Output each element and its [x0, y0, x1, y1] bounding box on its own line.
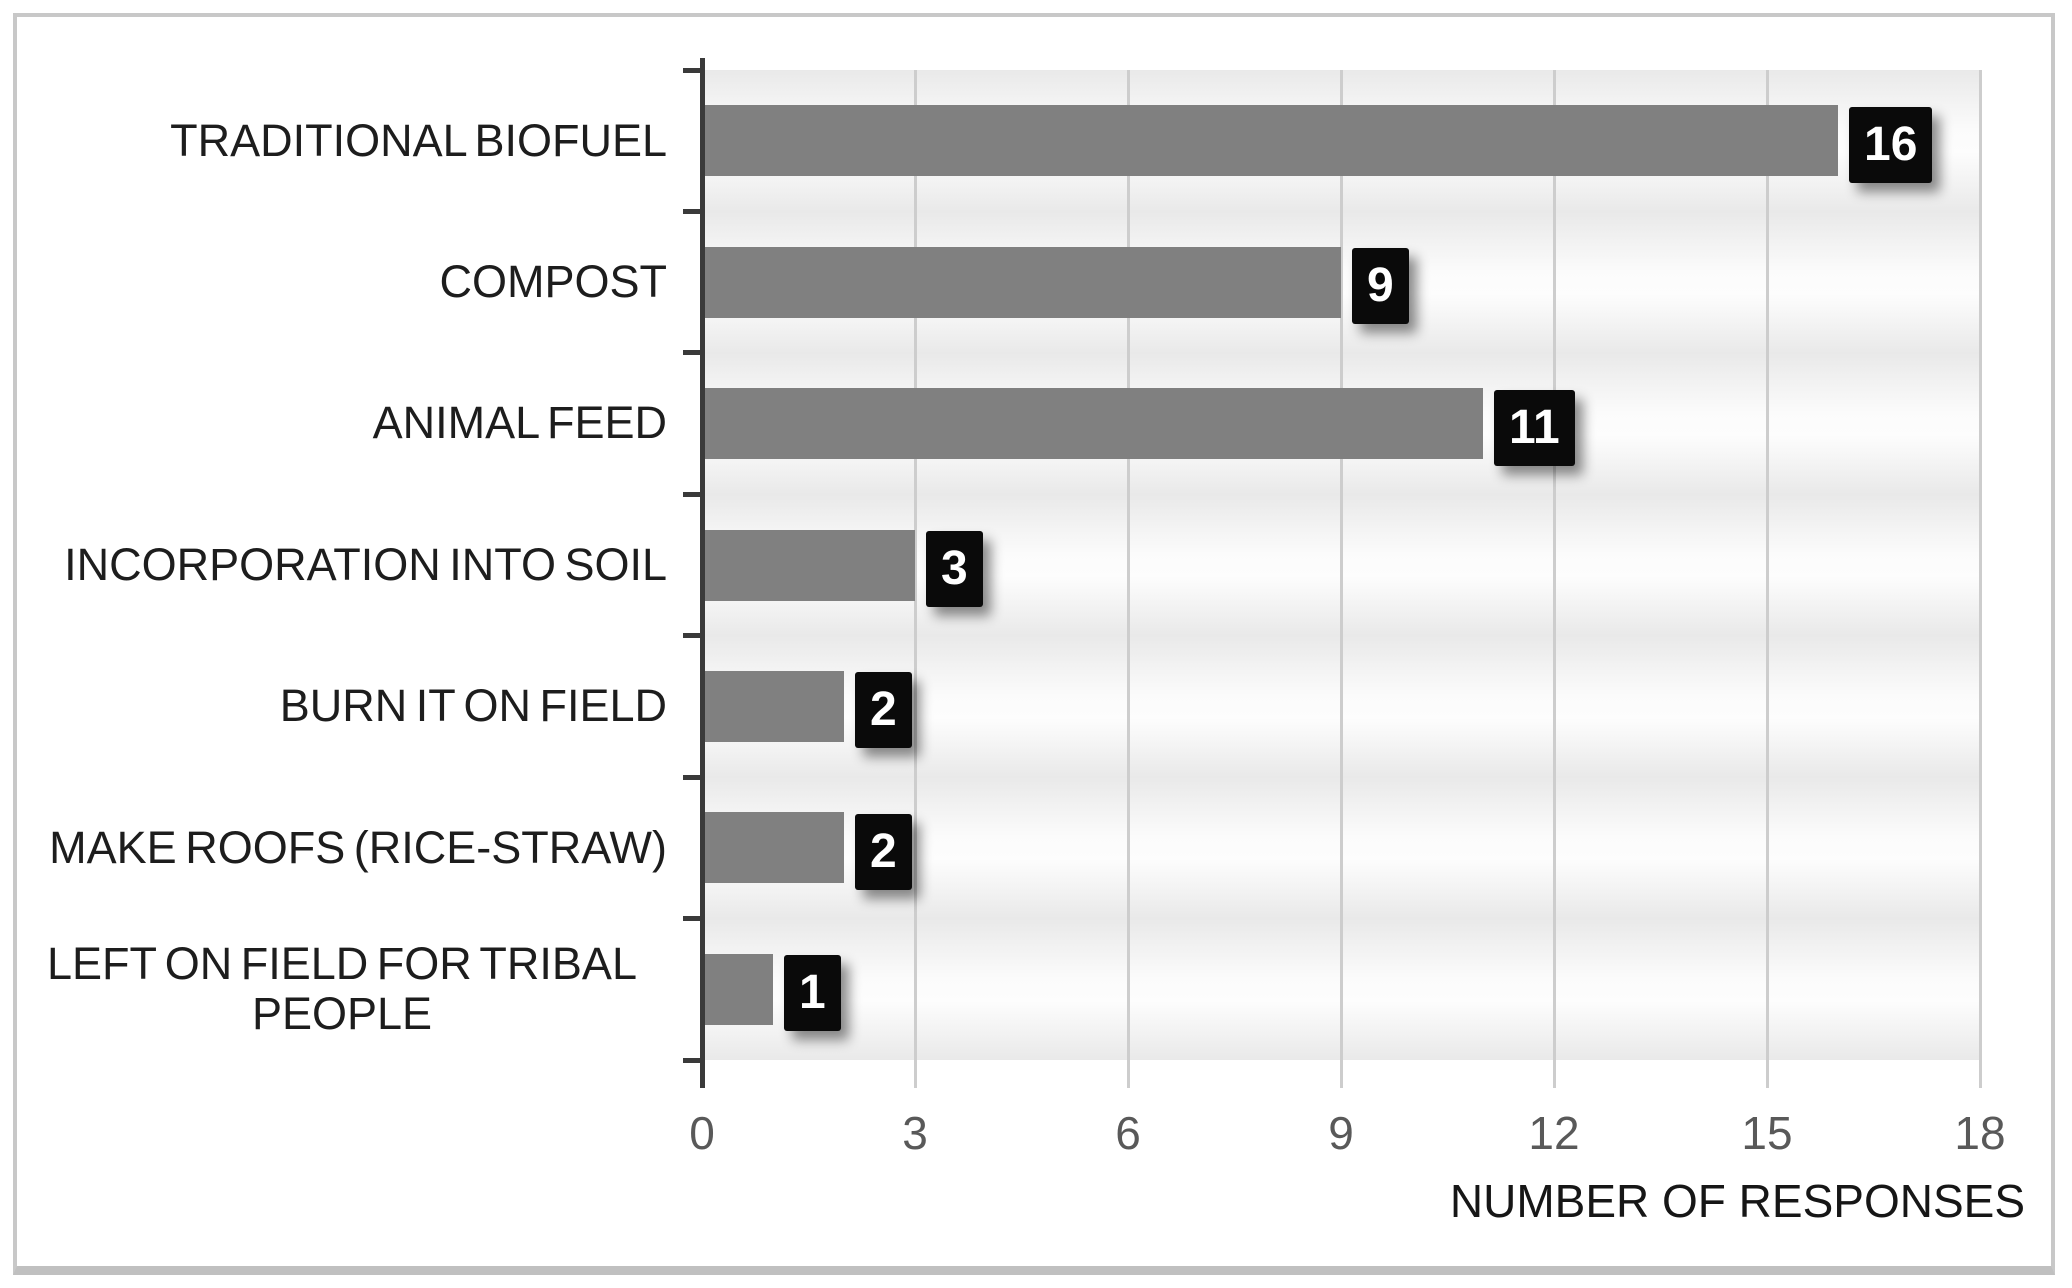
value-label: 1 — [784, 955, 841, 1032]
bar — [704, 105, 1838, 177]
x-tick-label: 18 — [1954, 1107, 2006, 1159]
bar — [704, 953, 773, 1025]
y-axis-line — [699, 58, 705, 1088]
value-label: 3 — [926, 531, 983, 607]
category-label: COMPOST — [17, 211, 667, 352]
y-axis-tick — [683, 67, 700, 73]
bar — [704, 388, 1483, 460]
y-axis-tick — [683, 208, 700, 214]
x-tick-label: 6 — [1115, 1107, 1141, 1159]
value-label: 2 — [855, 813, 912, 890]
gridline — [1126, 70, 1130, 1088]
chart-frame: 16 9 11 3 2 2 1 TRADITIONAL BIOFUEL COMPOST ANIM… — [13, 13, 2055, 1275]
gridline — [1552, 70, 1556, 1088]
bar — [704, 529, 915, 601]
value-label: 2 — [855, 672, 912, 749]
x-tick-label: 12 — [1528, 1107, 1580, 1159]
bar — [704, 812, 844, 884]
y-axis-tick — [683, 774, 700, 780]
category-label: TRADITIONAL BIOFUEL — [17, 70, 667, 211]
x-tick-label: 3 — [902, 1107, 928, 1159]
bar — [704, 670, 844, 742]
gridline — [1978, 70, 1982, 1088]
x-tick-label: 0 — [689, 1107, 715, 1159]
category-label-text: TRADITIONAL BIOFUEL — [170, 114, 667, 166]
value-label: 16 — [1849, 106, 1933, 183]
y-axis-tick — [683, 350, 700, 356]
gridline — [1765, 70, 1769, 1088]
category-label: INCORPORATION INTO SOIL — [17, 494, 667, 635]
category-label-text: BURN IT ON FIELD — [279, 680, 667, 732]
category-label-text: ANIMAL FEED — [372, 397, 667, 449]
value-label: 11 — [1494, 389, 1575, 466]
category-label: MAKE ROOFS (RICE-STRAW) — [17, 777, 667, 918]
category-label-text: MAKE ROOFS (RICE-STRAW) — [49, 821, 667, 873]
bar — [704, 246, 1341, 318]
y-axis-tick — [683, 1057, 700, 1063]
category-label-text: INCORPORATION INTO SOIL — [64, 538, 667, 590]
y-axis-tick — [683, 916, 700, 922]
x-tick-label: 9 — [1328, 1107, 1354, 1159]
category-label: LEFT ON FIELD FOR TRIBAL PEOPLE — [17, 919, 667, 1060]
gridline — [1339, 70, 1343, 1088]
x-tick-label: 15 — [1741, 1107, 1793, 1159]
category-label-text: COMPOST — [439, 255, 667, 307]
category-label: ANIMAL FEED — [17, 353, 667, 494]
x-axis-title: NUMBER OF RESPONSES — [1449, 1175, 2025, 1227]
category-label: BURN IT ON FIELD — [17, 636, 667, 777]
value-label: 9 — [1352, 248, 1409, 325]
y-axis-tick — [683, 491, 700, 497]
y-axis-tick — [683, 633, 700, 639]
gridline — [913, 70, 917, 1088]
category-label-text: LEFT ON FIELD FOR TRIBAL PEOPLE — [47, 937, 637, 1040]
